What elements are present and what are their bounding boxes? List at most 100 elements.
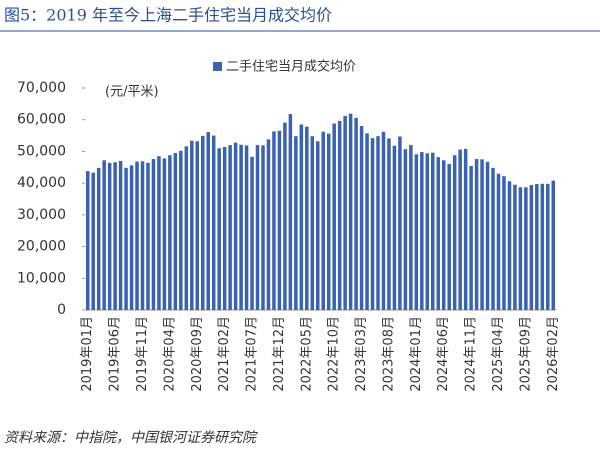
bar bbox=[211, 135, 216, 310]
bar bbox=[474, 159, 479, 310]
bar bbox=[463, 148, 468, 310]
bar bbox=[392, 145, 397, 310]
bar bbox=[310, 136, 315, 310]
bar bbox=[277, 130, 282, 310]
bar bbox=[129, 165, 134, 310]
bar bbox=[321, 131, 325, 310]
bar bbox=[250, 156, 254, 310]
x-tick-label: 2025年09月 bbox=[518, 316, 533, 392]
y-tick-label: 70,000 bbox=[17, 80, 66, 96]
bar bbox=[540, 183, 545, 310]
bar bbox=[146, 162, 150, 310]
x-tick-label: 2019年11月 bbox=[135, 316, 150, 392]
x-tick-label: 2021年07月 bbox=[245, 316, 260, 392]
bar bbox=[102, 160, 106, 310]
y-tick-label: 40,000 bbox=[17, 175, 66, 191]
bar bbox=[135, 161, 139, 310]
bar bbox=[502, 176, 506, 310]
bar bbox=[195, 141, 200, 310]
bar bbox=[113, 162, 117, 310]
x-tick-label: 2019年01月 bbox=[80, 316, 95, 392]
bar bbox=[381, 131, 386, 310]
chart-title: 图5：2019 年至今上海二手住宅当月成交均价 bbox=[4, 6, 332, 25]
bar bbox=[469, 166, 473, 310]
bar bbox=[348, 113, 353, 310]
bar bbox=[518, 187, 523, 310]
x-tick-label: 2020年09月 bbox=[190, 316, 205, 392]
bar bbox=[206, 132, 210, 310]
x-tick-label: 2025年04月 bbox=[491, 316, 506, 392]
bar bbox=[299, 124, 304, 310]
bar bbox=[485, 161, 490, 310]
bar bbox=[283, 122, 287, 310]
legend-swatch bbox=[213, 62, 222, 71]
bar bbox=[387, 138, 391, 310]
x-tick-label: 2024年11月 bbox=[464, 316, 479, 392]
bar bbox=[305, 126, 309, 310]
y-unit: (元/平米) bbox=[105, 85, 159, 100]
x-tick-label: 2026年02月 bbox=[546, 316, 561, 392]
bar bbox=[403, 149, 408, 310]
bar bbox=[441, 160, 446, 310]
bar bbox=[365, 133, 369, 310]
bar bbox=[354, 117, 358, 310]
bar bbox=[535, 184, 539, 310]
x-tick-label: 2024年01月 bbox=[409, 316, 424, 392]
bar bbox=[168, 155, 172, 310]
x-tick-label: 2023年03月 bbox=[354, 316, 369, 392]
bar bbox=[228, 145, 232, 310]
x-tick-label: 2019年06月 bbox=[108, 316, 123, 392]
bar bbox=[294, 136, 298, 310]
bar bbox=[316, 141, 320, 310]
bar bbox=[162, 158, 167, 310]
bar bbox=[266, 139, 271, 310]
bar bbox=[91, 172, 95, 310]
bar bbox=[491, 167, 495, 310]
bar bbox=[359, 126, 364, 310]
bar bbox=[233, 142, 238, 310]
x-tick-label: 2022年10月 bbox=[327, 316, 342, 392]
y-tick-label: 30,000 bbox=[17, 207, 66, 223]
bar bbox=[524, 187, 528, 310]
bar bbox=[436, 157, 441, 310]
bar bbox=[420, 152, 424, 310]
bar bbox=[124, 167, 128, 310]
bar bbox=[332, 123, 336, 311]
bar bbox=[179, 150, 183, 310]
bar bbox=[157, 156, 161, 310]
bar bbox=[173, 153, 178, 310]
bar bbox=[217, 148, 221, 310]
bar bbox=[200, 135, 205, 310]
y-tick-label: 60,000 bbox=[17, 112, 66, 128]
bar bbox=[255, 145, 260, 310]
bar bbox=[370, 138, 375, 310]
bar bbox=[546, 183, 550, 310]
bar bbox=[288, 114, 293, 311]
bar bbox=[261, 145, 265, 310]
source: 资料来源：中指院，中国银河证券研究院 bbox=[4, 430, 258, 446]
bar bbox=[222, 146, 227, 310]
y-tick-label: 50,000 bbox=[17, 143, 66, 159]
bar bbox=[414, 154, 419, 310]
x-tick-label: 2020年04月 bbox=[162, 316, 177, 392]
x-tick-label: 2023年08月 bbox=[381, 316, 396, 392]
bar bbox=[96, 167, 101, 310]
bar bbox=[376, 136, 380, 310]
bar bbox=[239, 144, 243, 310]
bar bbox=[184, 146, 189, 310]
bar bbox=[140, 161, 145, 310]
x-tick-label: 2024年06月 bbox=[436, 316, 451, 392]
bar bbox=[244, 145, 249, 310]
bar bbox=[151, 159, 156, 310]
bar bbox=[272, 131, 276, 310]
bar bbox=[190, 140, 194, 310]
bar bbox=[118, 160, 123, 310]
bar bbox=[326, 133, 331, 310]
bar bbox=[551, 180, 556, 310]
legend-label: 二手住宅当月成交均价 bbox=[226, 59, 356, 75]
x-tick-label: 2022年05月 bbox=[299, 316, 314, 392]
bar bbox=[513, 184, 517, 310]
bar bbox=[85, 171, 90, 310]
bar bbox=[343, 115, 347, 310]
bar bbox=[496, 173, 501, 310]
